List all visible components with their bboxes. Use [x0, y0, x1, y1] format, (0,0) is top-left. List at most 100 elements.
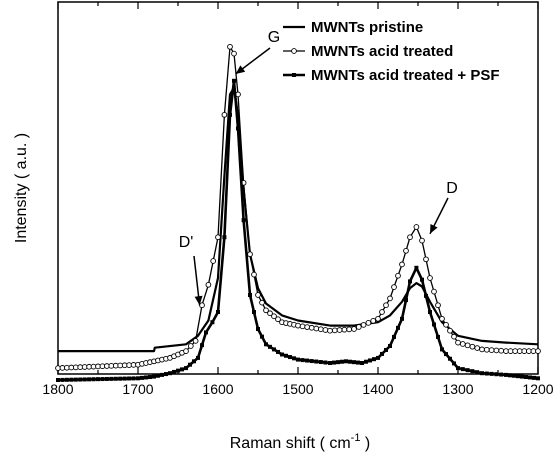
data-point [536, 376, 540, 381]
data-point [498, 347, 505, 354]
data-point [210, 320, 215, 325]
data-point [439, 315, 445, 322]
x-tick-label: 1700 [122, 381, 153, 397]
data-point [172, 369, 176, 374]
series-1 [58, 86, 539, 353]
data-point [299, 323, 306, 330]
data-point [96, 377, 100, 382]
data-point [160, 372, 164, 377]
data-point [284, 353, 288, 358]
data-point [443, 321, 449, 328]
data-point [210, 258, 217, 264]
series-line [58, 86, 539, 353]
data-point [296, 357, 300, 362]
x-tick-label: 1800 [42, 381, 73, 397]
data-point [356, 360, 360, 365]
data-point [414, 265, 419, 270]
data-point [73, 377, 78, 382]
data-point [346, 326, 353, 333]
data-point [215, 234, 221, 241]
data-point [364, 359, 368, 364]
data-point [488, 347, 495, 353]
data-point [436, 334, 440, 339]
data-point [268, 344, 272, 349]
data-point [407, 234, 413, 241]
data-point [372, 357, 376, 362]
data-point [82, 377, 87, 382]
data-point [452, 361, 456, 366]
data-point [532, 375, 536, 380]
data-point [248, 293, 252, 297]
data-point [489, 371, 494, 376]
data-point [484, 371, 489, 376]
data-point [228, 112, 232, 117]
data-point [180, 367, 184, 372]
data-point [470, 369, 475, 374]
annotation-label: D' [179, 234, 194, 251]
annotation-label: D [446, 180, 458, 197]
data-point [475, 370, 480, 375]
data-point [308, 324, 315, 331]
legend-item: MWNTs pristine [283, 19, 423, 36]
data-point [451, 333, 457, 340]
data-point [383, 302, 389, 309]
data-point [184, 366, 188, 371]
data-point [419, 237, 425, 244]
data-point [464, 342, 471, 349]
data-point [375, 315, 381, 322]
data-point [140, 375, 144, 380]
data-point [530, 348, 537, 354]
data-point [232, 78, 236, 83]
data-point [427, 275, 433, 281]
data-point [368, 358, 372, 363]
annotation-label: G [268, 29, 280, 46]
data-point [91, 377, 96, 382]
data-point [118, 376, 123, 381]
y-axis-label: Intensity ( a.u. ) [13, 133, 30, 243]
data-point [395, 272, 401, 279]
data-point [260, 334, 264, 339]
data-point [200, 343, 204, 348]
data-point [447, 327, 453, 334]
data-point [336, 360, 340, 365]
data-point [60, 377, 65, 382]
data-point [309, 359, 314, 364]
data-point [332, 360, 336, 365]
x-tick-label: 1500 [282, 381, 313, 397]
data-point [340, 359, 344, 364]
data-point [526, 348, 532, 354]
data-point [469, 343, 476, 350]
data-point [328, 361, 332, 365]
data-point [444, 352, 448, 357]
data-point [271, 313, 277, 320]
data-point [483, 346, 490, 353]
data-point [192, 359, 196, 364]
data-point [188, 362, 192, 367]
data-point [480, 371, 484, 376]
data-point [380, 351, 384, 356]
data-point [168, 371, 172, 376]
data-point [64, 377, 69, 382]
data-point [493, 347, 500, 354]
data-point [396, 325, 400, 330]
data-point [528, 375, 532, 380]
data-point [109, 376, 114, 381]
data-point [241, 218, 246, 223]
x-tick-label: 1200 [522, 381, 553, 397]
data-point [216, 310, 220, 314]
data-point [370, 317, 377, 324]
data-point [100, 377, 105, 382]
data-point [252, 310, 256, 314]
data-point [455, 339, 461, 346]
data-point [365, 320, 372, 326]
legend-label: MWNTs acid treated + PSF [311, 67, 500, 84]
data-point [391, 284, 397, 290]
data-point [435, 302, 441, 309]
x-tick-label: 1400 [362, 381, 393, 397]
legend-item: MWNTs acid treated [283, 43, 453, 60]
data-point [152, 374, 156, 379]
data-point [379, 309, 385, 315]
data-point [275, 316, 281, 323]
data-point [499, 372, 504, 377]
data-point [131, 376, 136, 381]
